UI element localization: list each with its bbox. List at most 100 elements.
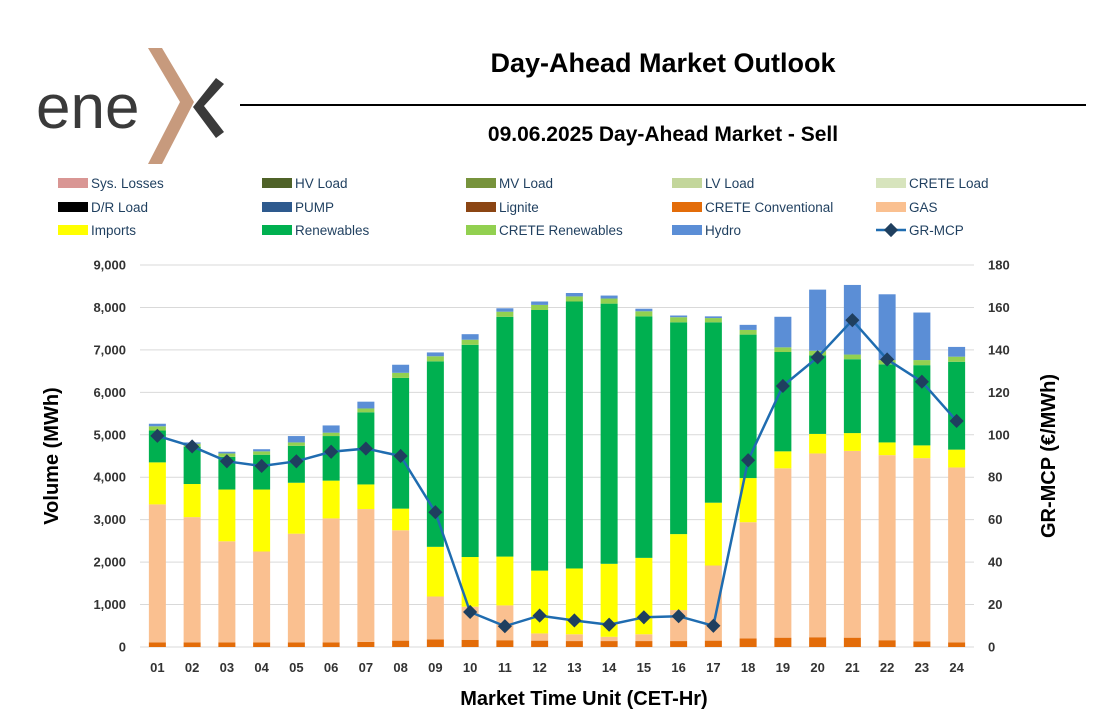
mcp-marker-23 bbox=[914, 374, 929, 389]
x-tick-label: 05 bbox=[289, 660, 303, 675]
bar-segment-imports-23 bbox=[913, 445, 931, 459]
bar-segment-hydro-19 bbox=[774, 316, 792, 348]
bar-segment-imports-18 bbox=[739, 478, 757, 523]
bar-segment-crete_conv-01 bbox=[148, 642, 166, 647]
legend-swatch-pump bbox=[262, 202, 292, 212]
bar-segment-renewables-14 bbox=[600, 303, 618, 564]
bar-segment-renewables-16 bbox=[670, 322, 688, 535]
mcp-marker-17 bbox=[706, 618, 721, 633]
bar-segment-renewables-22 bbox=[878, 364, 896, 443]
bar-segment-hydro-08 bbox=[392, 364, 410, 373]
bar-segment-crete_ren-05 bbox=[287, 442, 305, 446]
mcp-marker-10 bbox=[463, 604, 478, 620]
legend-swatch-d-r-load bbox=[58, 202, 88, 212]
mcp-marker-13 bbox=[567, 613, 582, 628]
bar-segment-crete_conv-09 bbox=[426, 639, 444, 647]
bar-segment-imports-11 bbox=[496, 556, 514, 606]
legend-swatch-sys-losses bbox=[58, 178, 88, 188]
bar-segment-renewables-15 bbox=[635, 316, 653, 558]
bar-segment-imports-12 bbox=[531, 570, 549, 634]
bar-segment-hydro-15 bbox=[635, 308, 653, 312]
mcp-marker-15 bbox=[636, 610, 651, 625]
bar-segment-crete_conv-18 bbox=[739, 638, 757, 647]
chart-subtitle: 09.06.2025 Day-Ahead Market - Sell bbox=[488, 123, 838, 146]
bar-segment-gas-01 bbox=[148, 504, 166, 643]
bar-segment-gas-15 bbox=[635, 634, 653, 642]
bar-segment-gas-06 bbox=[322, 518, 340, 643]
x-tick-label: 19 bbox=[776, 660, 790, 675]
mcp-marker-06 bbox=[324, 444, 339, 459]
y2-tick-label: 100 bbox=[988, 427, 1010, 442]
y-axis-title: Volume (MWh) bbox=[41, 387, 63, 524]
bar-segment-hydro-04 bbox=[253, 449, 271, 452]
legend-swatch-mv-load bbox=[466, 178, 496, 188]
x-tick-label: 09 bbox=[428, 660, 442, 675]
bar-segment-imports-03 bbox=[218, 489, 236, 542]
bar-segment-renewables-18 bbox=[739, 334, 757, 479]
y-tick-label: 7,000 bbox=[93, 342, 126, 357]
bar-segment-hydro-06 bbox=[322, 425, 340, 433]
bar-segment-imports-01 bbox=[148, 462, 166, 505]
bar-segment-crete_conv-12 bbox=[531, 640, 549, 647]
bar-segment-crete_ren-06 bbox=[322, 432, 340, 437]
bar-segment-crete_conv-21 bbox=[843, 637, 861, 647]
legend-label-crete-load: CRETE Load bbox=[909, 176, 989, 191]
bar-segment-imports-14 bbox=[600, 563, 618, 637]
bar-segment-crete_conv-13 bbox=[565, 641, 583, 647]
bar-segment-crete_ren-21 bbox=[843, 354, 861, 360]
y2-tick-label: 60 bbox=[988, 512, 1002, 527]
y2-tick-label: 140 bbox=[988, 342, 1010, 357]
x-tick-label: 03 bbox=[220, 660, 234, 675]
bar-segment-crete_conv-16 bbox=[670, 641, 688, 647]
bar-segment-gas-13 bbox=[565, 634, 583, 642]
mcp-line-series bbox=[150, 313, 964, 634]
bar-segment-imports-06 bbox=[322, 480, 340, 519]
mcp-marker-16 bbox=[671, 609, 686, 624]
legend-swatch-crete-load bbox=[876, 178, 906, 188]
bar-segment-renewables-13 bbox=[565, 301, 583, 569]
bar-segment-hydro-20 bbox=[809, 289, 827, 351]
x-tick-label: 23 bbox=[915, 660, 929, 675]
bar-segment-imports-10 bbox=[461, 557, 479, 607]
legend-label-d-r-load: D/R Load bbox=[91, 200, 148, 215]
mcp-marker-05 bbox=[289, 454, 304, 469]
bar-segment-renewables-03 bbox=[218, 456, 236, 490]
y-tick-label: 1,000 bbox=[93, 597, 126, 612]
bar-segment-imports-21 bbox=[843, 433, 861, 451]
bar-segment-imports-07 bbox=[357, 484, 375, 510]
bar-segment-renewables-08 bbox=[392, 377, 410, 509]
bar-segment-crete_conv-02 bbox=[183, 642, 201, 647]
y-tick-label: 2,000 bbox=[93, 555, 126, 570]
bar-segment-hydro-10 bbox=[461, 334, 479, 340]
bar-segment-imports-22 bbox=[878, 442, 896, 456]
bar-segment-gas-24 bbox=[948, 467, 966, 643]
bar-segment-crete_ren-18 bbox=[739, 329, 757, 335]
legend-label-hydro: Hydro bbox=[705, 223, 741, 238]
bar-segment-imports-05 bbox=[287, 482, 305, 534]
bar-segment-hydro-24 bbox=[948, 346, 966, 357]
bar-segment-crete_conv-23 bbox=[913, 641, 931, 647]
bar-segment-crete_conv-20 bbox=[809, 637, 827, 647]
legend-label-crete-conventional: CRETE Conventional bbox=[705, 200, 833, 215]
bar-segment-gas-09 bbox=[426, 596, 444, 640]
bar-segment-imports-02 bbox=[183, 484, 201, 518]
x-tick-label: 18 bbox=[741, 660, 755, 675]
legend-label-crete-renewables: CRETE Renewables bbox=[499, 223, 623, 238]
legend-marker-gr-mcp bbox=[883, 222, 899, 238]
bar-segment-crete_ren-15 bbox=[635, 311, 653, 317]
page-title: Day-Ahead Market Outlook bbox=[490, 48, 836, 78]
y2-tick-label: 40 bbox=[988, 555, 1002, 570]
enex-logo-graphic: ene bbox=[36, 48, 224, 164]
bar-segment-imports-17 bbox=[704, 502, 722, 566]
y2-axis-title: GR-MCP (€/MWh) bbox=[1038, 374, 1060, 538]
logo-text: ene bbox=[36, 73, 139, 142]
x-tick-label: 08 bbox=[393, 660, 407, 675]
y-tick-label: 8,000 bbox=[93, 300, 126, 315]
mcp-marker-09 bbox=[428, 505, 443, 520]
bar-segment-crete_conv-17 bbox=[704, 640, 722, 647]
x-tick-label: 10 bbox=[463, 660, 477, 675]
bar-segment-gas-14 bbox=[600, 636, 618, 642]
bar-segment-imports-16 bbox=[670, 534, 688, 611]
bar-segment-hydro-01 bbox=[148, 423, 166, 427]
bar-segment-crete_ren-23 bbox=[913, 360, 931, 366]
